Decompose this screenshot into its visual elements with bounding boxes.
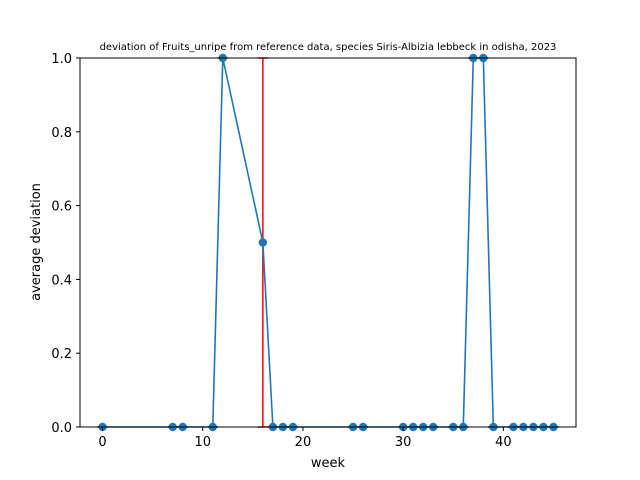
x-tick-label: 40 — [495, 435, 512, 450]
x-tick-label: 10 — [194, 435, 211, 450]
y-tick-label: 0.6 — [51, 200, 72, 215]
x-axis-ticks: 0 10 20 30 40 — [98, 427, 512, 450]
chart-title: deviation of Fruits_unripe from referenc… — [100, 42, 557, 53]
x-tick-label: 30 — [395, 435, 412, 450]
y-tick-label: 0.8 — [51, 126, 72, 141]
data-point — [258, 238, 268, 247]
error-bars — [97, 57, 559, 428]
y-tick-label: 1.0 — [51, 52, 72, 67]
series-line-group — [102, 57, 554, 428]
series-line — [102, 57, 554, 428]
y-tick-label: 0.0 — [51, 421, 72, 436]
x-axis-label: week — [311, 456, 346, 471]
y-tick-label: 0.2 — [51, 347, 72, 362]
plot-frame — [79, 57, 577, 428]
x-tick-label: 20 — [295, 435, 312, 450]
x-tick-label: 0 — [98, 435, 106, 450]
y-axis-label: average deviation — [29, 183, 44, 301]
y-axis-ticks: 0.0 0.2 0.4 0.6 0.8 1.0 — [51, 52, 80, 436]
y-tick-label: 0.4 — [51, 273, 72, 288]
